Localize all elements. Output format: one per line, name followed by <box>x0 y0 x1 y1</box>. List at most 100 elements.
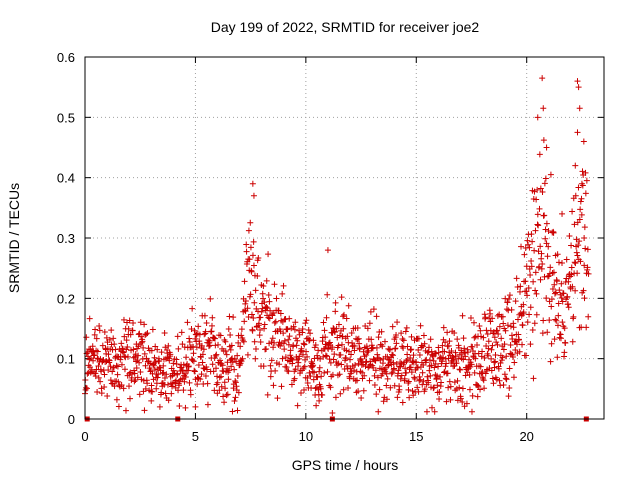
data-point <box>571 259 578 266</box>
data-point <box>529 326 536 333</box>
data-point <box>583 177 590 184</box>
data-point <box>457 366 464 373</box>
data-point <box>523 352 530 359</box>
data-point <box>101 384 108 391</box>
data-point <box>485 345 492 352</box>
data-point <box>542 235 549 242</box>
data-point <box>462 372 469 379</box>
data-point <box>517 283 524 290</box>
data-point <box>359 369 366 376</box>
data-point <box>494 312 501 319</box>
data-point <box>553 317 560 324</box>
data-point <box>532 269 539 276</box>
data-point <box>503 376 510 383</box>
data-point <box>459 385 466 392</box>
data-point <box>182 404 189 411</box>
data-point <box>497 360 504 367</box>
x-tick-label: 5 <box>192 429 199 444</box>
data-point <box>168 390 175 397</box>
data-point <box>481 385 488 392</box>
data-point <box>229 408 236 415</box>
data-point <box>554 354 561 361</box>
data-point <box>389 369 396 376</box>
y-tick-label: 0.4 <box>57 171 75 186</box>
data-point <box>130 320 137 327</box>
data-point <box>477 363 484 370</box>
data-point <box>94 348 101 355</box>
data-point <box>152 343 159 350</box>
data-point <box>466 371 473 378</box>
data-point <box>267 373 274 380</box>
data-point <box>223 392 230 399</box>
data-point <box>416 352 423 359</box>
data-point <box>533 290 540 297</box>
data-point <box>240 338 247 345</box>
data-point <box>372 367 379 374</box>
data-point <box>224 359 231 366</box>
data-point <box>256 320 263 327</box>
data-point <box>216 374 223 381</box>
data-point <box>554 322 561 329</box>
data-point <box>250 238 257 245</box>
data-point <box>173 361 180 368</box>
data-point <box>319 391 326 398</box>
data-point <box>468 361 475 368</box>
data-point <box>276 361 283 368</box>
data-point <box>96 327 103 334</box>
data-point <box>547 358 554 365</box>
data-point <box>474 342 481 349</box>
data-point <box>500 346 507 353</box>
data-point <box>531 247 538 254</box>
data-point <box>537 276 544 283</box>
data-point <box>505 393 512 400</box>
data-point <box>259 305 266 312</box>
data-point <box>218 360 225 367</box>
data-point <box>122 407 129 414</box>
data-point <box>149 388 156 395</box>
data-point <box>234 352 241 359</box>
data-point <box>348 351 355 358</box>
data-point <box>264 305 271 312</box>
data-point <box>580 287 587 294</box>
data-point <box>360 387 367 394</box>
data-point <box>399 335 406 342</box>
data-point <box>578 180 585 187</box>
data-point <box>581 262 588 269</box>
data-point <box>569 208 576 215</box>
data-point <box>357 355 364 362</box>
data-point <box>538 255 545 262</box>
data-point <box>431 364 438 371</box>
grid <box>85 57 604 419</box>
data-point <box>549 285 556 292</box>
data-point <box>93 335 100 342</box>
data-point <box>489 315 496 322</box>
data-point <box>456 384 463 391</box>
data-point <box>143 331 150 338</box>
data-point <box>260 282 267 289</box>
data-point <box>387 384 394 391</box>
data-point <box>389 323 396 330</box>
data-point <box>371 372 378 379</box>
data-point <box>329 344 336 351</box>
data-point <box>265 314 272 321</box>
data-point <box>426 357 433 364</box>
data-point <box>208 328 215 335</box>
data-point <box>249 252 256 259</box>
data-point <box>87 369 94 376</box>
data-point <box>469 343 476 350</box>
data-point <box>544 253 551 260</box>
data-point <box>218 383 225 390</box>
data-point <box>355 388 362 395</box>
data-point <box>576 238 583 245</box>
data-point <box>375 334 382 341</box>
data-point <box>558 280 565 287</box>
data-point <box>543 144 550 151</box>
data-point <box>460 335 467 342</box>
data-point <box>583 324 590 331</box>
data-point <box>107 377 114 384</box>
data-point <box>305 327 312 334</box>
data-point <box>564 293 571 300</box>
data-point <box>279 355 286 362</box>
data-point <box>365 364 372 371</box>
